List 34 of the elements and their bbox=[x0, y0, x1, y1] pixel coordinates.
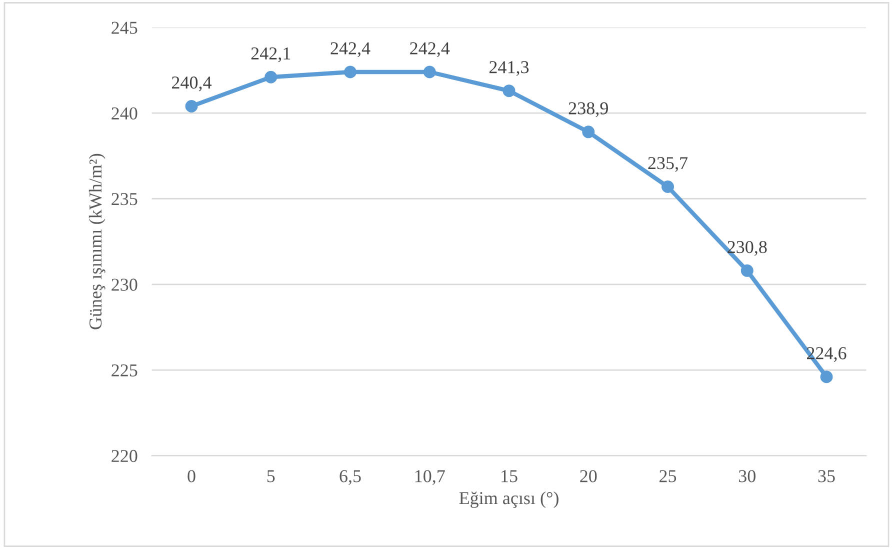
y-tick-label: 240 bbox=[112, 107, 138, 120]
data-label: 230,8 bbox=[728, 240, 767, 256]
y-tick-label: 220 bbox=[112, 450, 138, 462]
point bbox=[264, 70, 278, 84]
point bbox=[740, 264, 754, 277]
y-tick-label: 245 bbox=[112, 22, 138, 34]
y-tick-label: 225 bbox=[112, 364, 138, 376]
data-label: 242,4 bbox=[330, 42, 370, 58]
data-label: 238,9 bbox=[568, 102, 608, 117]
x-axis-title: Eğim açısı (°) bbox=[459, 491, 558, 508]
y-axis-title: Güneş ışınımı (kWh/m²) bbox=[88, 154, 106, 330]
x-tick-label: 25 bbox=[660, 470, 676, 482]
x-tick-label: 15 bbox=[502, 470, 518, 482]
y-tick-label: 230 bbox=[112, 278, 138, 291]
point bbox=[344, 66, 357, 78]
x-tick-label: 6,5 bbox=[340, 470, 361, 485]
point bbox=[582, 126, 595, 138]
data-label: 242,4 bbox=[410, 42, 450, 58]
y-tick-label: 235 bbox=[112, 193, 138, 206]
point bbox=[502, 84, 516, 98]
data-label: 235,7 bbox=[648, 157, 688, 172]
x-tick-label: 30 bbox=[738, 470, 756, 482]
point bbox=[662, 180, 674, 193]
data-label: 240,4 bbox=[172, 76, 212, 92]
data-label: 241,3 bbox=[489, 61, 529, 76]
x-tick-label: 0 bbox=[188, 470, 196, 482]
point bbox=[423, 66, 436, 78]
x-tick-label: 5 bbox=[267, 470, 275, 482]
x-tick-label: 10,7 bbox=[415, 470, 445, 485]
point bbox=[820, 370, 833, 384]
data-label: 242,1 bbox=[251, 47, 290, 62]
point bbox=[185, 100, 198, 112]
x-tick-label: 20 bbox=[580, 470, 597, 482]
x-tick-label: 35 bbox=[818, 470, 835, 482]
